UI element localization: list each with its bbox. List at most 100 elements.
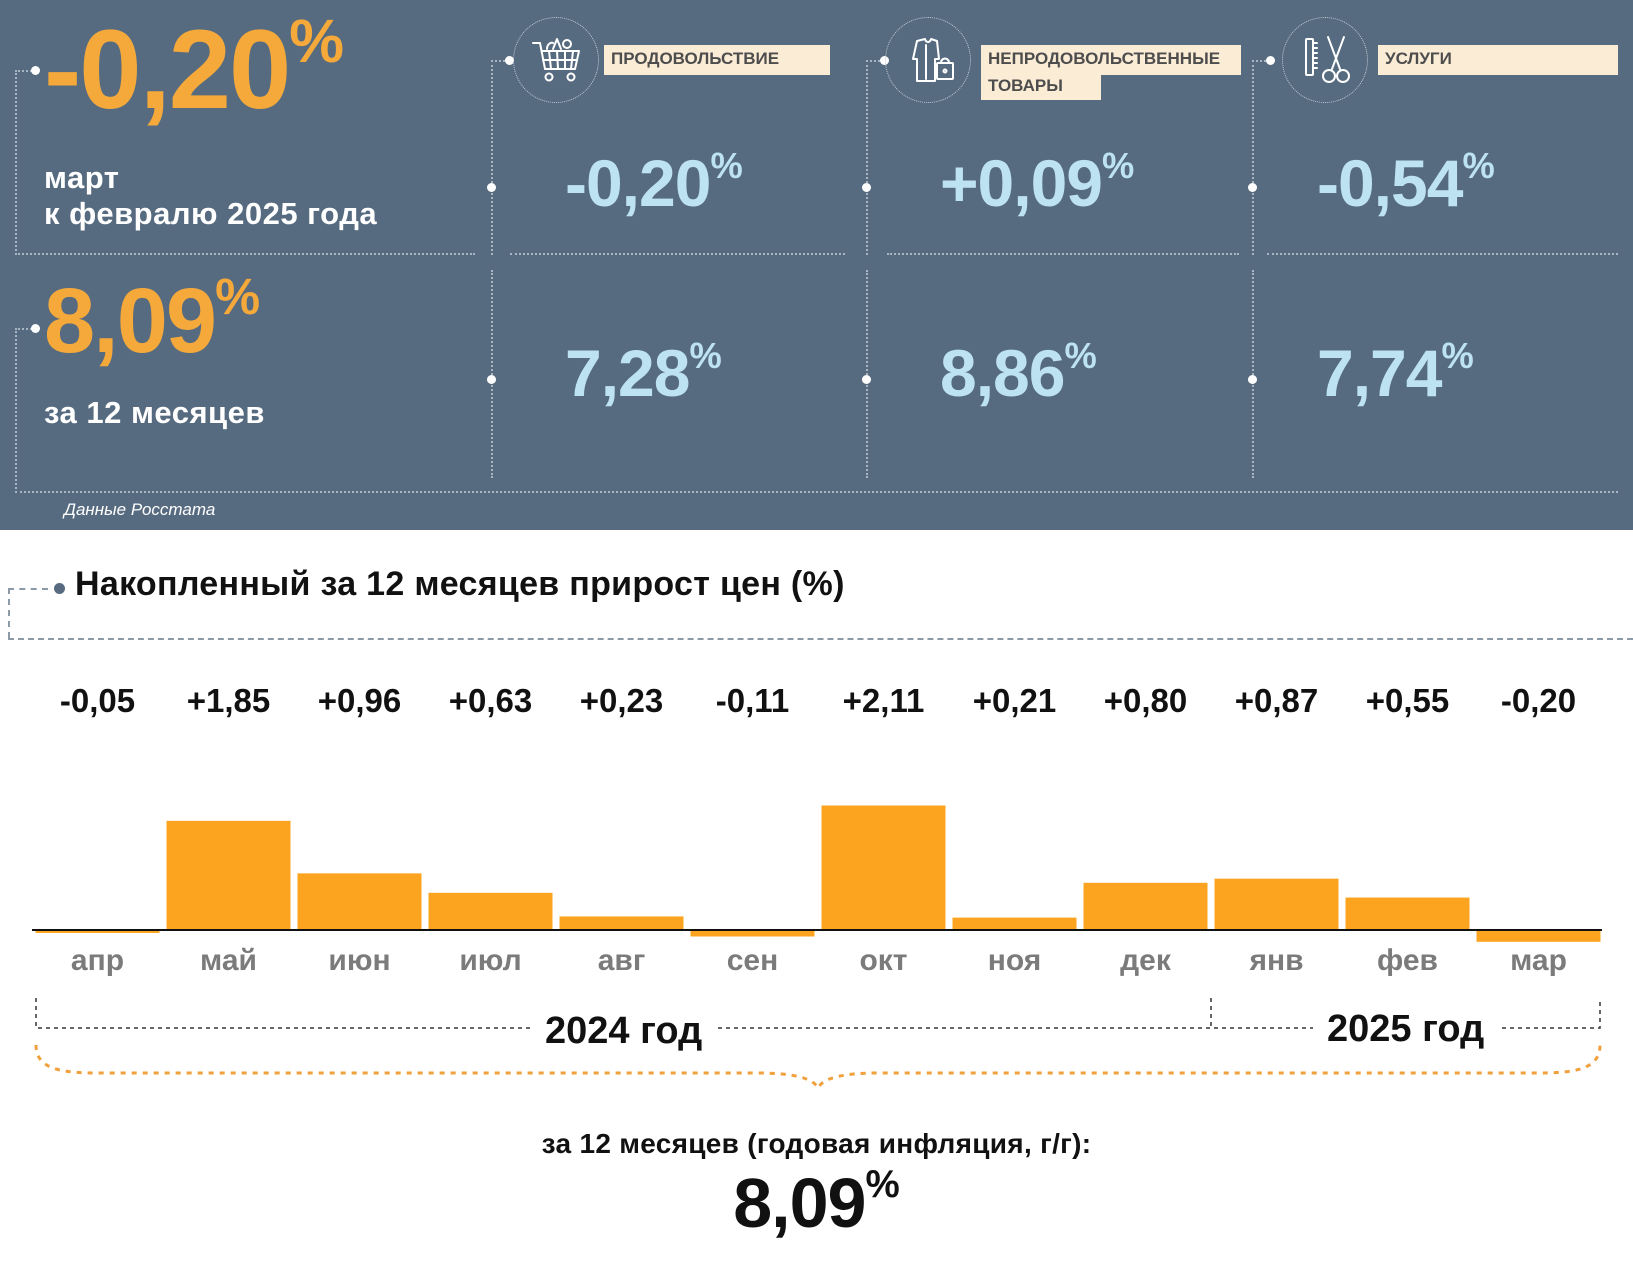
connector-dot [1248,183,1257,192]
month-label-мар: мар [1510,944,1567,977]
connector-line [491,60,493,255]
bar-дек [1083,882,1208,930]
value-label-апр: -0,05 [60,682,135,719]
connector-line [491,270,493,478]
month-label-фев: фев [1377,944,1438,977]
connector-line [15,70,17,255]
divider-line [15,253,475,255]
connector-dot [505,56,514,65]
food-category-icon-ring [513,17,599,103]
scissors-comb-icon [1305,36,1350,83]
connector-dot [1248,375,1257,384]
connector-dot [880,56,889,65]
month-label-янв: янв [1248,944,1303,977]
month-label-апр: апр [71,944,124,977]
year-label-2024: 2024 год [531,1010,717,1053]
connector-dot [31,324,40,333]
nonfood-monthly-value: +0,09% [940,145,1135,220]
services-annual-value: 7,74% [1317,335,1474,410]
overall-monthly-caption-line1: март [44,160,120,195]
connector-dot [862,375,871,384]
chart-title: Накопленный за 12 месяцев прирост цен (%… [75,565,845,603]
title-divider-line [8,638,1633,640]
year-bracket-line [35,998,1601,1029]
nonfood-annual-value: 8,86% [940,335,1097,410]
value-label-ноя: +0,21 [973,682,1057,719]
connector-line [15,70,35,72]
connector-line [15,328,35,330]
bar-окт [821,805,946,930]
connector-line [866,270,868,478]
connector-dot [1266,56,1275,65]
value-label-май: +1,85 [187,682,271,719]
bar-июн [297,873,422,930]
title-bullet-dot [54,583,65,594]
annual-inflation-value: 8,09% [733,1163,900,1242]
connector-dot [31,66,40,75]
month-label-сен: сен [727,944,779,977]
month-label-дек: дек [1120,944,1172,977]
bar-фев [1345,897,1470,930]
overall-monthly-value: -0,20% [44,6,345,132]
month-label-авг: авг [598,944,646,977]
nonfood-category-icon-ring [885,17,971,103]
bar-авг [559,916,684,930]
bar-мар [1476,930,1601,942]
shopping-cart-icon [532,38,580,82]
value-label-янв: +0,87 [1235,682,1319,719]
food-annual-value: 7,28% [565,335,722,410]
value-label-июн: +0,96 [318,682,402,719]
bar-сен [690,930,815,937]
month-label-окт: окт [859,944,907,977]
nonfood-category-label-line1: НЕПРОДОВОЛЬСТВЕННЫЕ [981,45,1241,75]
month-label-июн: июн [328,944,390,977]
value-label-сен: -0,11 [716,682,789,719]
connector-dot [487,375,496,384]
month-label-июл: июл [459,944,521,977]
monthly-inflation-bar-chart: -0,05 +1,85 +0,96 +0,63 +0,23 -0,11 +2,11 +0,21… [32,682,1602,1090]
connector-line [1252,270,1254,478]
year-label-2025: 2025 год [1313,1008,1499,1051]
value-label-июл: +0,63 [449,682,533,719]
connector-dot [862,183,871,192]
value-label-фев: +0,55 [1366,682,1450,719]
overall-monthly-caption-line2: к февралю 2025 года [44,196,378,231]
month-label-ноя: ноя [988,944,1042,977]
connector-line [1252,60,1254,255]
bar-июл [428,892,553,930]
overall-annual-value: 8,09% [44,268,261,372]
bar-май [166,820,291,930]
services-category-label: УСЛУГИ [1378,45,1618,75]
divider-line [887,253,1239,255]
connector-line [866,60,884,62]
connector-line [1252,60,1270,62]
summary-brace [34,1044,1602,1090]
annual-inflation-caption: за 12 месяцев (годовая инфляция, г/г): [541,1128,1092,1159]
value-label-окт: +2,11 [843,682,925,719]
connector-line [866,60,868,255]
connector-line [491,60,509,62]
overall-annual-caption: за 12 месяцев [44,395,265,430]
food-monthly-value: -0,20% [565,145,743,220]
connector-line [15,328,17,493]
services-category-icon-ring [1282,17,1368,103]
connector-dot [487,183,496,192]
nonfood-category-label-line2: ТОВАРЫ [981,72,1101,100]
bar-янв [1214,878,1339,930]
value-label-дек: +0,80 [1104,682,1188,719]
month-label-май: май [200,944,257,977]
value-label-мар: -0,20 [1501,682,1576,719]
food-category-label: ПРОДОВОЛЬСТВИЕ [604,45,830,75]
services-monthly-value: -0,54% [1317,145,1495,220]
divider-line [1267,253,1618,255]
title-connector-line [8,588,48,590]
bar-ноя [952,917,1077,930]
divider-line [510,253,845,255]
source-note: Данные Росстата [64,500,216,519]
title-connector-line [8,588,10,638]
value-label-авг: +0,23 [580,682,664,719]
divider-line [15,491,1618,493]
inflation-summary-panel: -0,20% март к февралю 2025 года 8,09% за… [0,0,1633,530]
bar-апр [35,930,160,933]
clothes-bag-icon [912,38,954,82]
